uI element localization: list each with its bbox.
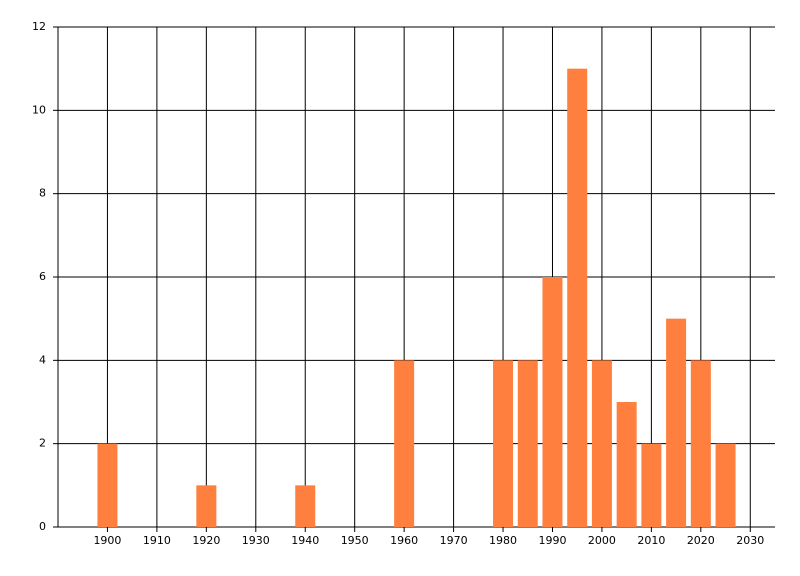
x-tick-label: 1970 <box>440 534 468 547</box>
bar <box>591 360 612 527</box>
x-tick-label: 1980 <box>489 534 517 547</box>
bar <box>493 360 514 527</box>
x-tick-label: 1920 <box>192 534 220 547</box>
x-tick-label: 1910 <box>143 534 171 547</box>
bar <box>97 443 118 527</box>
x-tick-label: 1950 <box>341 534 369 547</box>
y-tick-label: 12 <box>32 20 46 33</box>
bar <box>394 360 415 527</box>
y-tick-label: 8 <box>39 187 46 200</box>
y-tick-label: 6 <box>39 270 46 283</box>
y-tick-label: 4 <box>39 353 46 366</box>
bar <box>641 443 662 527</box>
bar <box>666 318 687 527</box>
x-tick-label: 2030 <box>736 534 764 547</box>
bar <box>517 360 538 527</box>
bar <box>567 68 588 528</box>
bar <box>715 443 736 527</box>
bar <box>616 402 637 527</box>
bar <box>542 277 563 527</box>
bar <box>295 485 316 527</box>
x-tick-label: 1940 <box>291 534 319 547</box>
x-tick-label: 2020 <box>687 534 715 547</box>
y-tick-label: 10 <box>32 103 46 116</box>
y-tick-label: 2 <box>39 437 46 450</box>
x-tick-label: 1960 <box>390 534 418 547</box>
x-tick-label: 1990 <box>538 534 566 547</box>
x-tick-label: 2010 <box>637 534 665 547</box>
y-tick-label: 0 <box>39 520 46 533</box>
x-tick-label: 1900 <box>93 534 121 547</box>
bar <box>690 360 711 527</box>
bar <box>196 485 217 527</box>
x-tick-label: 2000 <box>588 534 616 547</box>
x-tick-label: 1930 <box>242 534 270 547</box>
